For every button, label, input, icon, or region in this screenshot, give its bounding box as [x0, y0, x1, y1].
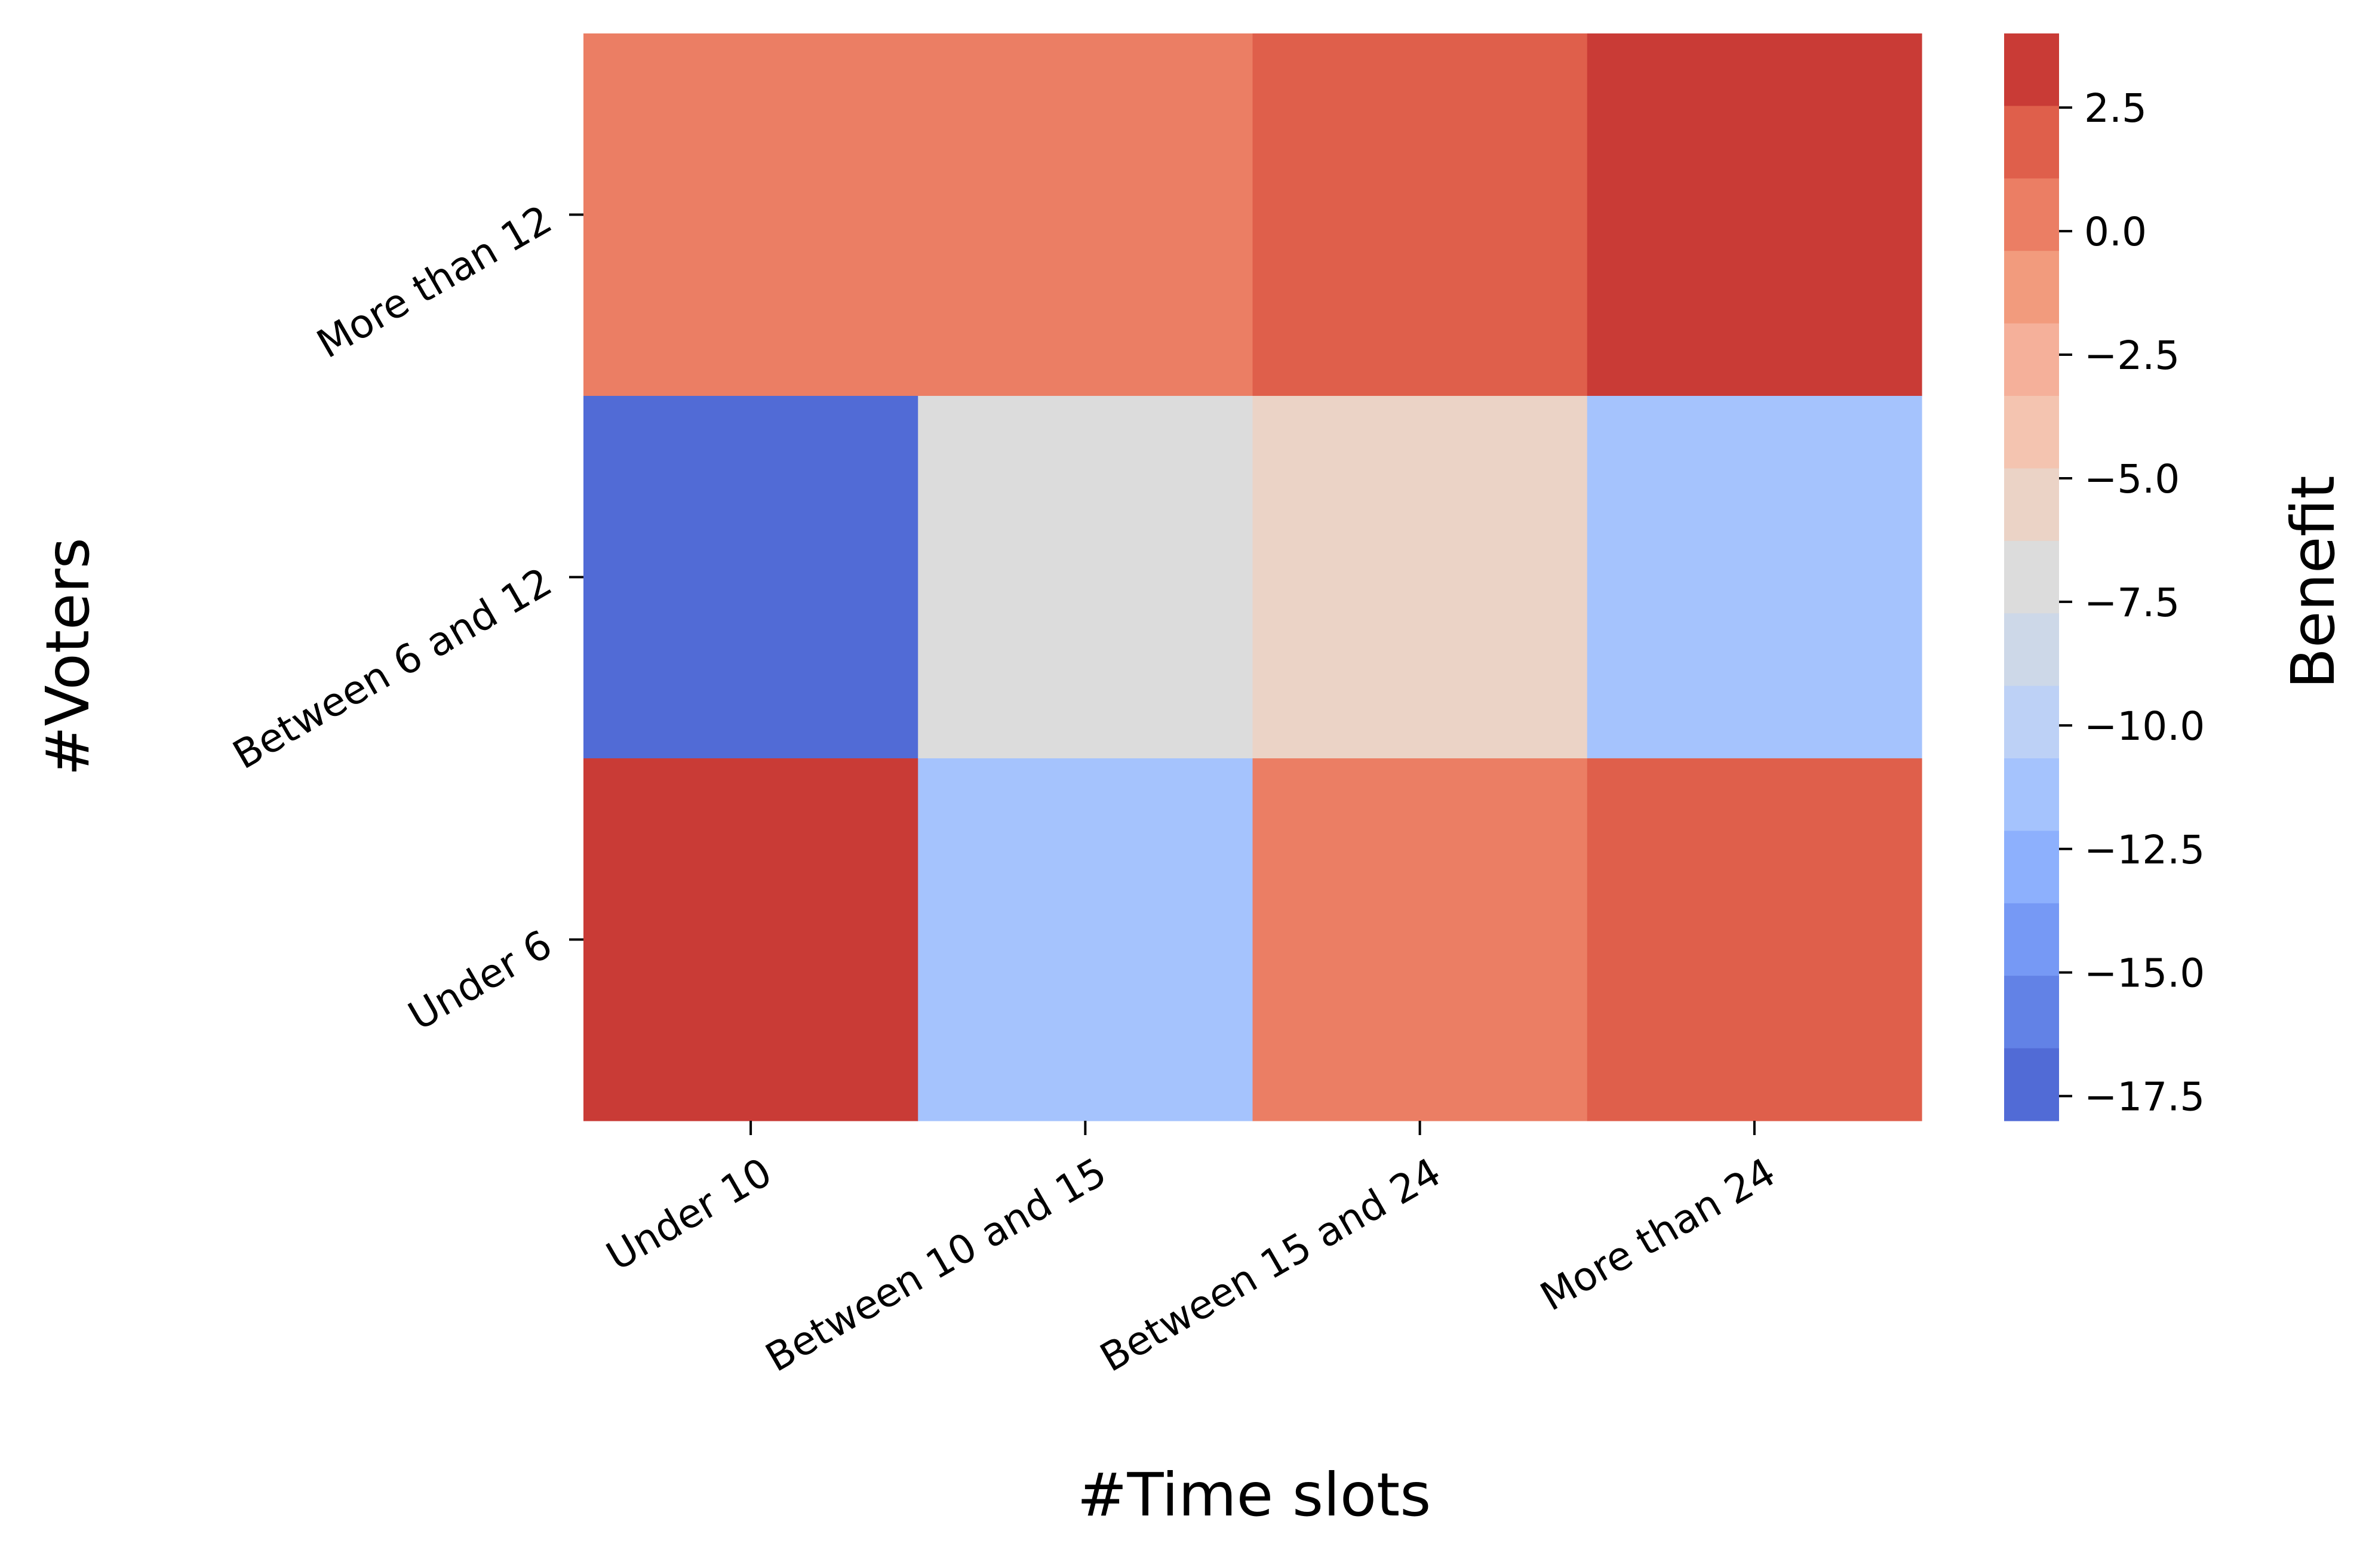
- colorbar-tick-label: −5.0: [2084, 456, 2180, 502]
- colorbar-tick-label: 2.5: [2084, 85, 2147, 131]
- x-tick-label: Between 15 and 24: [1093, 1149, 1449, 1381]
- heatmap-cell: [918, 33, 1253, 396]
- heatmap-cell: [1252, 33, 1588, 396]
- colorbar-tick-label: 0.0: [2084, 209, 2147, 255]
- colorbar-tick-label: −7.5: [2084, 580, 2180, 626]
- x-axis-title: #Time slots: [1077, 1460, 1431, 1530]
- heatmap-cell: [918, 396, 1253, 759]
- colorbar-band: [2004, 396, 2059, 469]
- colorbar-band: [2004, 831, 2059, 904]
- colorbar-band: [2004, 685, 2059, 759]
- y-axis-title: #Voters: [33, 537, 103, 776]
- colorbar-band: [2004, 613, 2059, 687]
- colorbar-title: Benefit: [2278, 475, 2348, 688]
- colorbar-band: [2004, 323, 2059, 396]
- heatmap-cell: [583, 396, 918, 759]
- colorbar-band: [2004, 251, 2059, 324]
- colorbar-band: [2004, 758, 2059, 831]
- heatmap-cell: [1587, 33, 1922, 396]
- x-tick-label: Between 10 and 15: [758, 1149, 1114, 1381]
- colorbar-tick-label: −17.5: [2084, 1074, 2205, 1120]
- y-tick-label: Between 6 and 12: [225, 559, 560, 779]
- heatmap-cell: [918, 758, 1253, 1121]
- colorbar-tick-label: −15.0: [2084, 951, 2205, 997]
- colorbar-band: [2004, 178, 2059, 251]
- heatmap-cell: [1252, 396, 1588, 759]
- colorbar-tick-label: −10.0: [2084, 703, 2205, 749]
- heatmap-cell: [583, 758, 918, 1121]
- y-tick-label: Under 6: [401, 921, 560, 1040]
- colorbar: 2.5 0.0 −2.5 −5.0 −7.5 −10.0 −12.5 −15.0 −17.5: [2004, 33, 2205, 1121]
- x-tick-label: Under 10: [599, 1149, 779, 1280]
- heatmap-cell: [1252, 758, 1588, 1121]
- colorbar-tick-label: −12.5: [2084, 827, 2205, 873]
- colorbar-band: [2004, 540, 2059, 614]
- heatmap-cell: [1587, 396, 1922, 759]
- colorbar-band: [2004, 33, 2059, 106]
- colorbar-band: [2004, 106, 2059, 179]
- heatmap-cells: [583, 33, 1922, 1121]
- colorbar-band: [2004, 903, 2059, 976]
- x-tick-label: More than 24: [1533, 1149, 1783, 1320]
- y-axis: More than 12 Between 6 and 12 Under 6: [225, 196, 583, 1040]
- colorbar-band: [2004, 976, 2059, 1049]
- colorbar-tick-label: −2.5: [2084, 333, 2180, 379]
- y-tick-label: More than 12: [309, 196, 560, 367]
- colorbar-band: [2004, 468, 2059, 542]
- heatmap-cell: [583, 33, 918, 396]
- heatmap-cell: [1587, 758, 1922, 1121]
- colorbar-band: [2004, 1048, 2059, 1121]
